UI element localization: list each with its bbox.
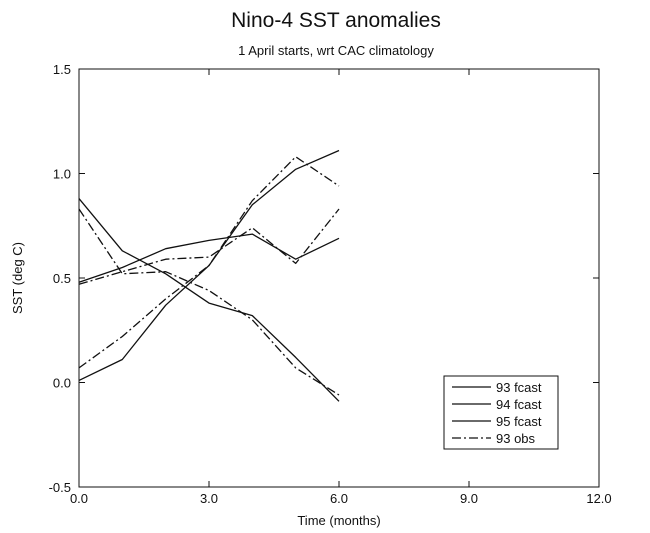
- y-tick-label: 0.0: [53, 376, 71, 391]
- legend-label: 95 fcast: [496, 414, 542, 429]
- legend-label: 93 obs: [496, 431, 536, 446]
- legend-label: 93 fcast: [496, 380, 542, 395]
- y-tick-label: 0.5: [53, 271, 71, 286]
- x-tick-label: 6.0: [330, 491, 348, 506]
- x-tick-label: 0.0: [70, 491, 88, 506]
- y-axis-label: SST (deg C): [10, 242, 25, 314]
- x-tick-label: 3.0: [200, 491, 218, 506]
- y-tick-label: -0.5: [49, 480, 71, 495]
- y-axis-ticks: -0.5 0.0 0.5 1.0 1.5: [49, 62, 599, 495]
- chart-title: Nino-4 SST anomalies: [231, 9, 441, 32]
- series-line-6: [78, 208, 340, 285]
- x-axis-ticks: 0.0 3.0 6.0 9.0 12.0: [70, 69, 612, 506]
- series-line-1: [78, 198, 340, 402]
- series-line-5: [78, 156, 340, 369]
- x-tick-label: 9.0: [460, 491, 478, 506]
- chart-subtitle: 1 April starts, wrt CAC climatology: [238, 43, 434, 58]
- series-layer: [78, 149, 340, 402]
- series-line-4: [78, 208, 340, 396]
- y-tick-label: 1.5: [53, 62, 71, 77]
- legend: 93 fcast 94 fcast 95 fcast 93 obs: [443, 375, 559, 450]
- legend-items: 93 fcast 94 fcast 95 fcast 93 obs: [452, 380, 542, 446]
- x-axis-label: Time (months): [297, 513, 380, 528]
- y-tick-label: 1.0: [53, 167, 71, 182]
- legend-label: 94 fcast: [496, 397, 542, 412]
- legend-box: [443, 375, 559, 450]
- x-tick-label: 12.0: [586, 491, 611, 506]
- series-line-3: [78, 233, 340, 283]
